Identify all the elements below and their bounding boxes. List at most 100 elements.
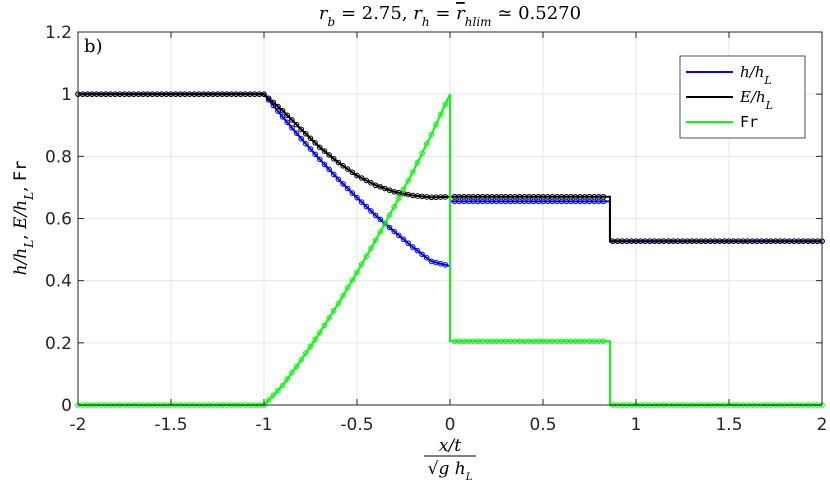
data-point-e-over-hl	[307, 135, 314, 142]
tick-labels: -2 -1.5 -1 -0.5 0 0.5 1 1.5 2 0 0.2 0.4 0.6 0.8 1 1.2	[45, 23, 827, 435]
x-tick-label: -1	[256, 415, 273, 435]
data-point-e-over-hl	[279, 107, 286, 114]
data-point-e-over-hl	[386, 187, 393, 193]
data-point-e-over-hl	[289, 117, 295, 123]
x-axis-label-denominator: √g hL	[428, 459, 473, 483]
data-point-e-over-hl	[275, 103, 281, 110]
y-tick-label: 0.4	[45, 272, 72, 292]
data-point-h-over-hl	[396, 232, 402, 239]
data-point-e-over-hl	[293, 121, 300, 128]
data-point-e-over-hl	[303, 131, 309, 137]
data-point-h-over-hl	[391, 228, 398, 235]
data-point-h-over-hl	[363, 203, 370, 210]
data-point-froude	[377, 229, 384, 235]
data-point-e-over-hl	[312, 140, 318, 146]
data-point-froude	[358, 261, 365, 268]
data-point-froude	[386, 212, 393, 218]
data-point-e-over-hl	[261, 91, 267, 97]
data-point-e-over-hl	[382, 185, 388, 192]
data-point-h-over-hl	[377, 216, 384, 223]
panel-label: b)	[84, 36, 103, 57]
data-point-froude	[363, 253, 370, 260]
data-point-froude	[279, 382, 286, 389]
data-point-froude	[321, 322, 328, 329]
data-point-froude	[414, 159, 421, 166]
data-point-h-over-hl	[442, 262, 449, 268]
y-tick-label: 1	[61, 85, 72, 105]
data-point-e-over-hl	[270, 99, 277, 106]
data-point-froude	[433, 121, 439, 128]
data-point-h-over-hl	[410, 244, 416, 250]
x-axis-label: x/t √g hL	[424, 436, 476, 483]
data-point-h-over-hl	[354, 194, 360, 201]
data-point-h-over-hl	[368, 208, 374, 214]
data-point-froude	[391, 203, 398, 210]
series-line-froude	[78, 93, 822, 406]
data-point-froude	[372, 237, 379, 244]
x-tick-label: 0	[445, 415, 456, 435]
data-point-froude	[419, 150, 425, 157]
data-point-froude	[410, 169, 416, 175]
data-point-h-over-hl	[400, 236, 407, 243]
y-tick-label: 0	[61, 396, 72, 416]
data-point-e-over-hl	[321, 148, 328, 154]
data-point-froude	[423, 141, 430, 147]
data-point-h-over-hl	[358, 199, 365, 205]
data-point-h-over-hl	[414, 247, 421, 254]
data-point-e-over-hl	[349, 169, 356, 176]
data-point-h-over-hl	[372, 212, 379, 219]
data-point-e-over-hl	[372, 182, 379, 189]
data-point-froude	[405, 177, 411, 184]
x-tick-label: 1	[631, 415, 642, 435]
data-point-h-over-hl	[386, 224, 393, 231]
x-axis-label-numerator: x/t	[439, 436, 461, 456]
data-point-froude	[293, 363, 300, 370]
data-point-froude	[368, 245, 374, 252]
data-point-e-over-hl	[330, 155, 337, 162]
data-point-froude	[382, 220, 388, 227]
x-tick-label: 1.5	[715, 415, 742, 435]
data-point-froude	[330, 307, 337, 314]
data-point-froude	[340, 292, 346, 299]
data-point-e-over-hl	[265, 95, 272, 102]
data-point-e-over-hl	[377, 184, 384, 190]
x-tick-label: -1.5	[154, 415, 187, 435]
title-rb-label: r	[319, 3, 329, 24]
data-point-froude	[335, 300, 342, 307]
data-point-h-over-hl	[298, 135, 305, 142]
data-point-froude	[400, 186, 407, 193]
data-point-froude	[442, 101, 449, 108]
legend-label: E/hL	[739, 88, 773, 112]
data-point-h-over-hl	[293, 130, 300, 136]
y-tick-label: 1.2	[45, 23, 72, 43]
data-point-e-over-hl	[600, 193, 607, 200]
data-point-h-over-hl	[312, 151, 318, 158]
data-point-froude	[326, 315, 332, 321]
data-point-h-over-hl	[289, 124, 295, 131]
data-point-froude	[307, 343, 314, 350]
legend-label: Fr	[740, 113, 758, 131]
data-point-e-over-hl	[358, 175, 365, 181]
data-point-froude	[437, 111, 444, 118]
x-tick-label: 0.5	[529, 415, 556, 435]
y-tick-label: 0.2	[45, 334, 72, 354]
data-point-froude	[303, 350, 309, 356]
data-point-froude	[428, 131, 435, 138]
data-point-e-over-hl	[326, 152, 332, 158]
data-point-e-over-hl	[335, 159, 342, 166]
legend-label: h/hL	[740, 63, 772, 87]
data-point-froude	[317, 329, 323, 336]
data-point-e-over-hl	[340, 163, 346, 169]
x-tick-label: -2	[70, 415, 87, 435]
data-point-h-over-hl	[303, 141, 309, 147]
y-axis-label: h/hL, E/hL, Fr	[11, 161, 36, 276]
data-point-h-over-hl	[349, 190, 356, 196]
data-point-froude	[275, 387, 281, 394]
data-point-h-over-hl	[317, 156, 323, 163]
data-point-h-over-hl	[419, 251, 425, 258]
data-point-h-over-hl	[344, 185, 351, 192]
data-point-froude	[289, 369, 295, 376]
data-point-froude	[270, 392, 277, 399]
